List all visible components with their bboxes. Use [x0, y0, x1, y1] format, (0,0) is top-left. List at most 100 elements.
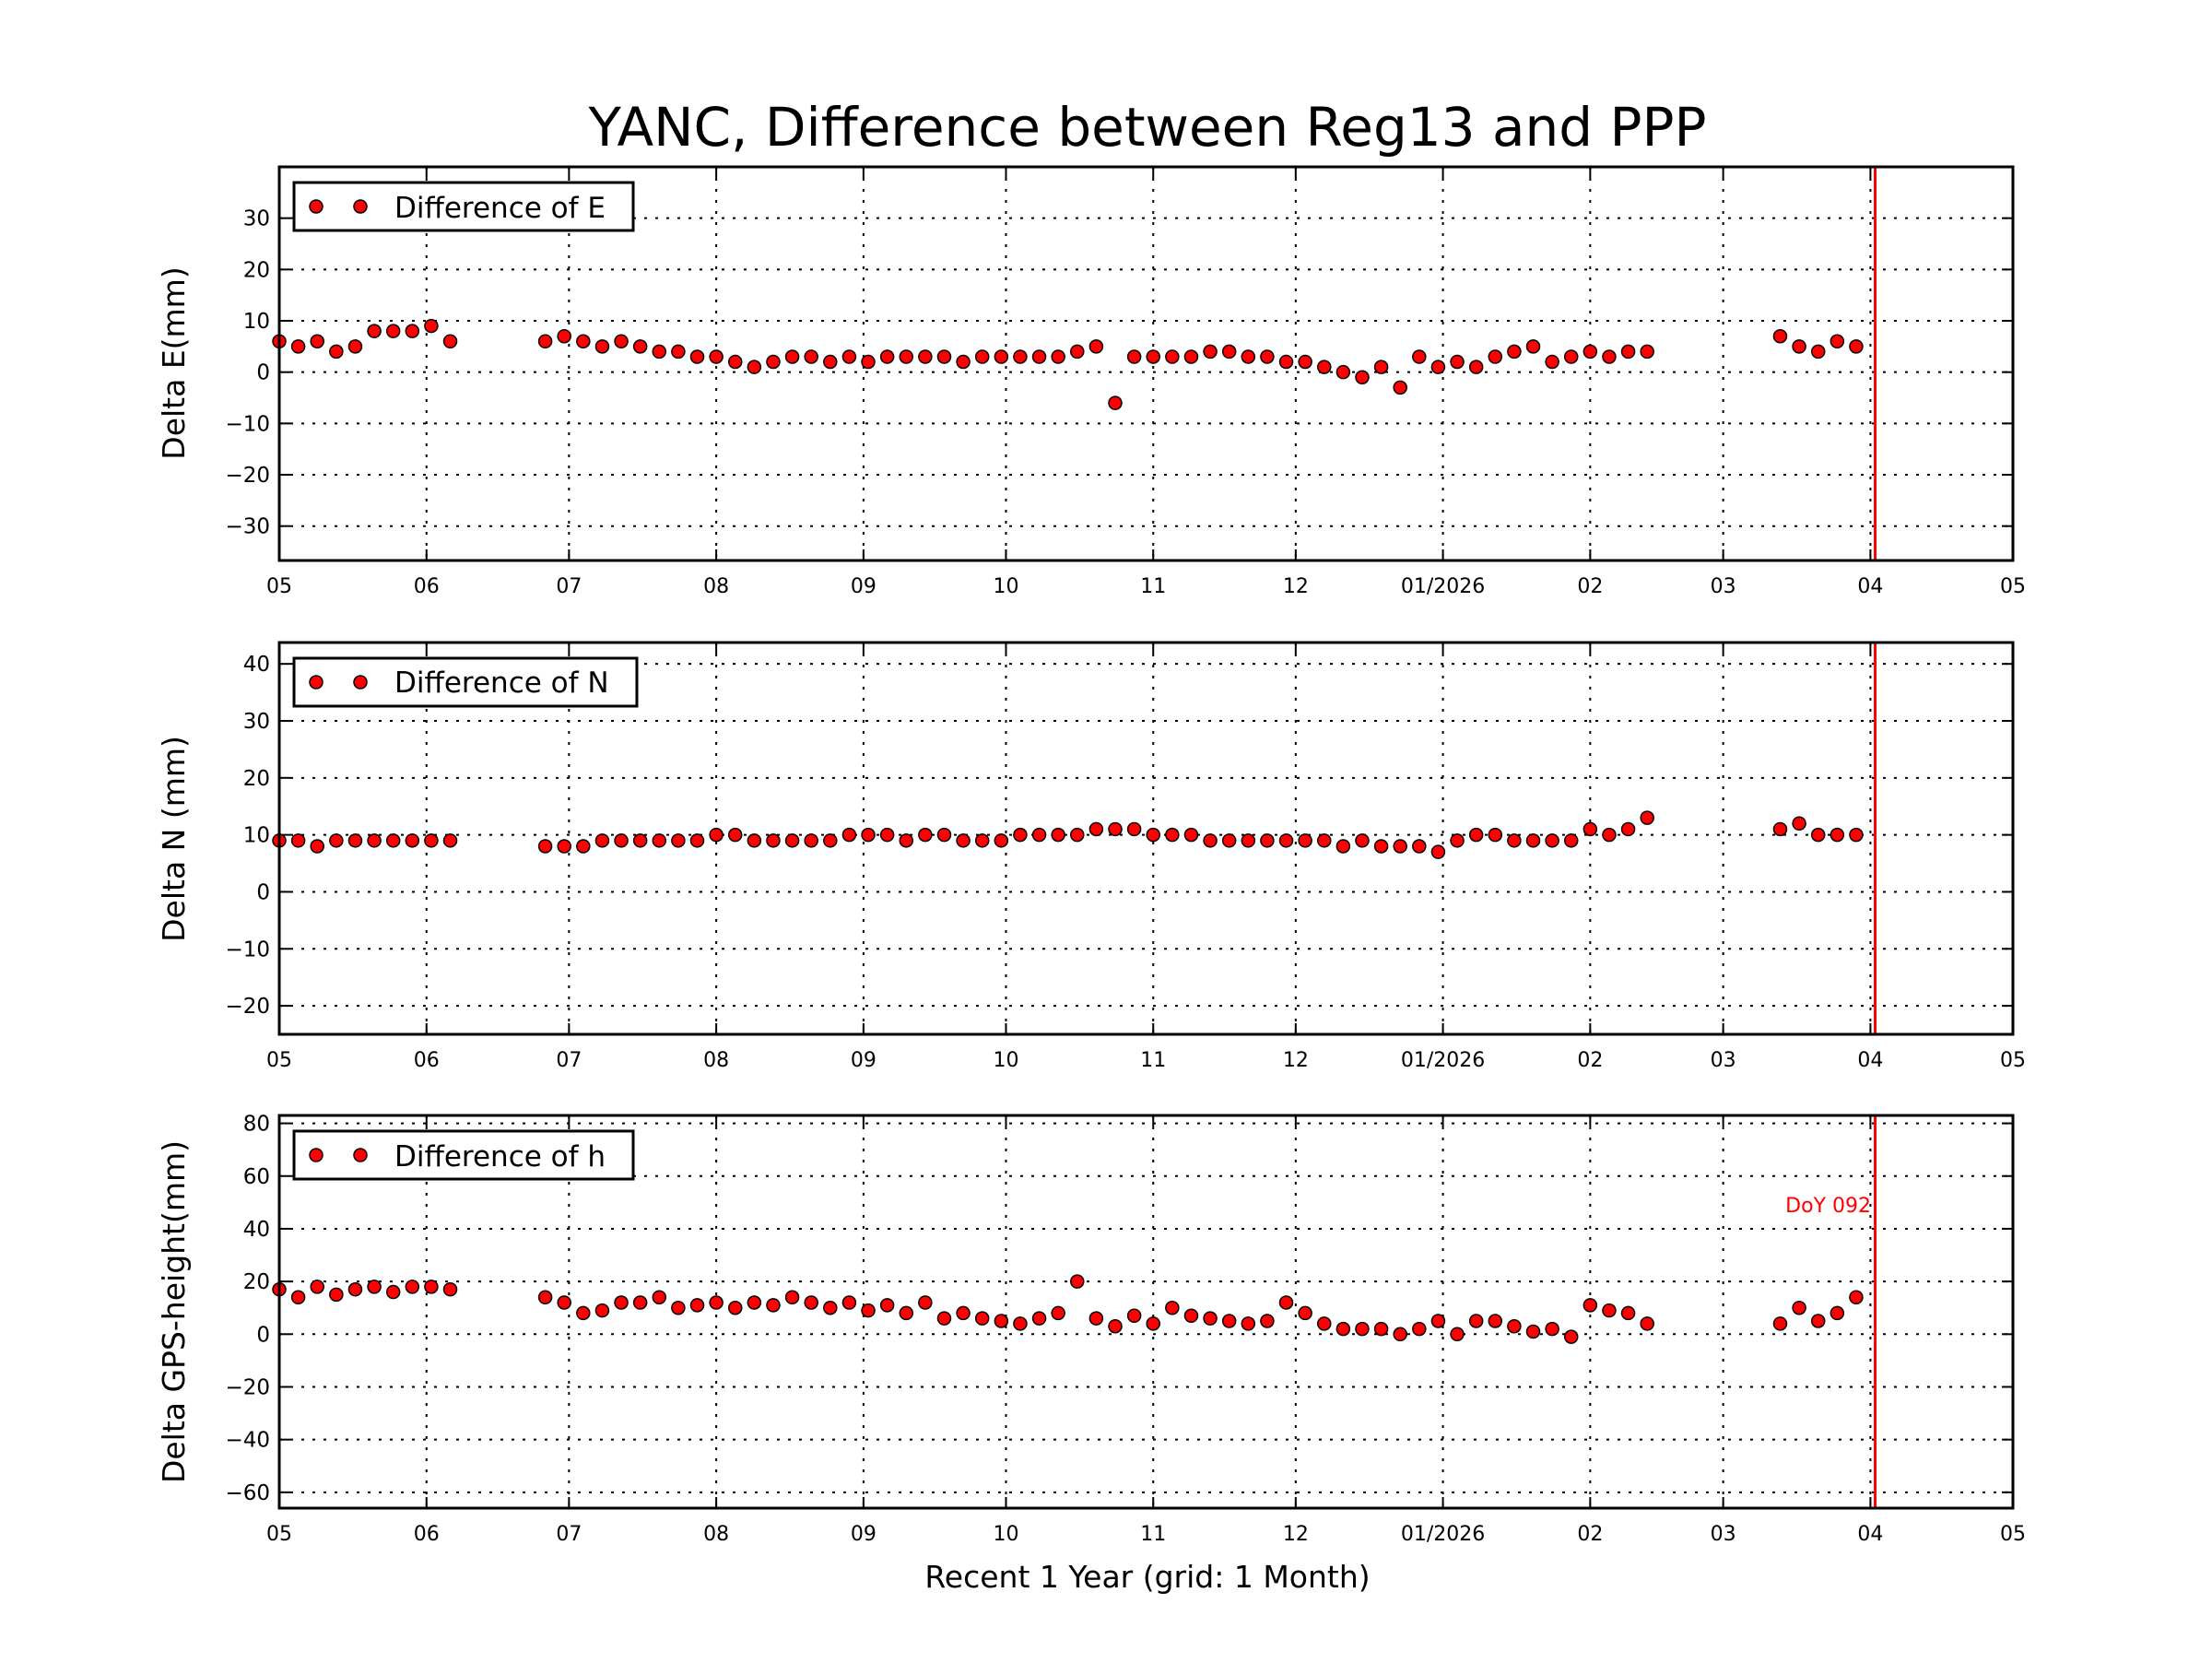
data-point-height: [576, 1305, 591, 1321]
data-point-east: [1051, 349, 1065, 364]
data-point-north: [1031, 827, 1047, 843]
data-point-height: [1830, 1305, 1845, 1321]
data-point-north: [1051, 827, 1065, 843]
data-point-height: [1602, 1303, 1617, 1318]
data-point-height: [1772, 1316, 1788, 1331]
data-point-height: [594, 1303, 610, 1318]
data-point-east: [632, 339, 648, 354]
data-point-height: [1221, 1314, 1237, 1328]
plot-frame: [277, 641, 2015, 1036]
data-point-east: [1241, 349, 1256, 364]
data-point-height: [1393, 1327, 1407, 1342]
data-point-height: [1260, 1314, 1275, 1328]
y-tick-label: 30: [243, 207, 270, 231]
data-point-east: [594, 339, 610, 354]
data-point-east: [1031, 349, 1047, 364]
data-point-east: [823, 354, 838, 370]
data-point-north: [1430, 844, 1446, 859]
data-point-height: [1241, 1316, 1256, 1331]
data-point-height: [1620, 1305, 1636, 1321]
x-tick-label: 11: [1140, 575, 1166, 598]
data-point-east: [1335, 364, 1351, 380]
y-tick-label: 0: [256, 361, 270, 385]
x-tick-label: 02: [1577, 1049, 1603, 1072]
data-point-north: [1620, 821, 1636, 837]
x-tick-label: 05: [2000, 1049, 2026, 1072]
data-point-east: [347, 339, 363, 354]
data-point-east: [290, 339, 306, 354]
data-point-north: [652, 833, 667, 848]
data-point-east: [709, 349, 724, 364]
x-tick-label: 06: [414, 1523, 440, 1546]
legend-box: [292, 181, 635, 232]
x-tick-label: 05: [266, 575, 292, 598]
data-point-height: [804, 1295, 818, 1310]
data-point-north: [1108, 821, 1123, 837]
legend-marker-icon: [353, 675, 368, 690]
data-point-north: [956, 833, 971, 848]
data-point-north: [576, 839, 591, 854]
x-tick-label: 10: [993, 1049, 1018, 1072]
data-point-height: [823, 1300, 838, 1315]
data-point-north: [709, 827, 724, 843]
data-point-height: [329, 1287, 344, 1303]
data-point-north: [1183, 827, 1199, 843]
chart-title: YANC, Difference between Reg13 and PPP: [588, 96, 1707, 159]
data-point-height: [1126, 1308, 1142, 1324]
data-point-east: [557, 328, 571, 344]
data-point-height: [1165, 1300, 1180, 1315]
x-tick-label: 05: [2000, 575, 2026, 598]
data-point-north: [537, 839, 553, 854]
data-point-height: [1810, 1314, 1826, 1328]
legend-box: [292, 1129, 635, 1181]
data-point-north: [1241, 833, 1256, 848]
data-point-height: [1412, 1321, 1427, 1337]
data-point-east: [1792, 339, 1806, 354]
data-point-north: [1146, 827, 1160, 843]
data-point-east: [405, 324, 420, 338]
data-point-height: [557, 1295, 571, 1310]
data-point-north: [1772, 821, 1788, 837]
data-point-north: [823, 833, 838, 848]
data-point-east: [936, 349, 952, 364]
data-point-north: [1126, 821, 1142, 837]
legend-marker-icon: [309, 675, 324, 690]
data-point-north: [405, 833, 420, 848]
data-point-height: [727, 1300, 743, 1315]
x-tick-label: 03: [1711, 1523, 1736, 1546]
data-point-east: [1772, 328, 1788, 344]
x-tick-label: 01/2026: [1401, 1523, 1485, 1546]
data-point-north: [747, 833, 762, 848]
data-point-north: [1507, 833, 1522, 848]
x-tick-label: 01/2026: [1401, 575, 1485, 598]
x-tick-label: 03: [1711, 575, 1736, 598]
data-point-east: [974, 349, 990, 364]
data-point-north: [1810, 827, 1826, 843]
y-tick-label: 20: [243, 1270, 270, 1294]
data-point-east: [329, 344, 344, 360]
x-tick-label: 04: [1857, 1049, 1883, 1072]
data-point-north: [594, 833, 610, 848]
data-point-east: [1165, 349, 1180, 364]
x-tick-label: 08: [703, 1049, 729, 1072]
data-point-north: [841, 827, 857, 843]
data-point-east: [537, 334, 553, 349]
data-point-north: [1278, 833, 1294, 848]
y-tick-label: 60: [243, 1165, 270, 1189]
data-point-east: [1260, 349, 1275, 364]
legend-marker-icon: [309, 199, 324, 214]
data-point-north: [918, 827, 933, 843]
data-point-east: [1393, 380, 1407, 395]
data-point-north: [1450, 833, 1465, 848]
x-tick-label: 07: [556, 575, 582, 598]
data-point-height: [652, 1290, 667, 1305]
data-point-east: [747, 360, 762, 374]
data-point-east: [1849, 339, 1864, 354]
data-point-north: [766, 833, 781, 848]
data-point-height: [632, 1295, 648, 1310]
data-point-height: [1373, 1321, 1389, 1337]
y-tick-label: −20: [225, 995, 270, 1019]
data-point-height: [1525, 1324, 1541, 1339]
x-tick-label: 11: [1140, 1523, 1166, 1546]
data-point-east: [1602, 349, 1617, 364]
